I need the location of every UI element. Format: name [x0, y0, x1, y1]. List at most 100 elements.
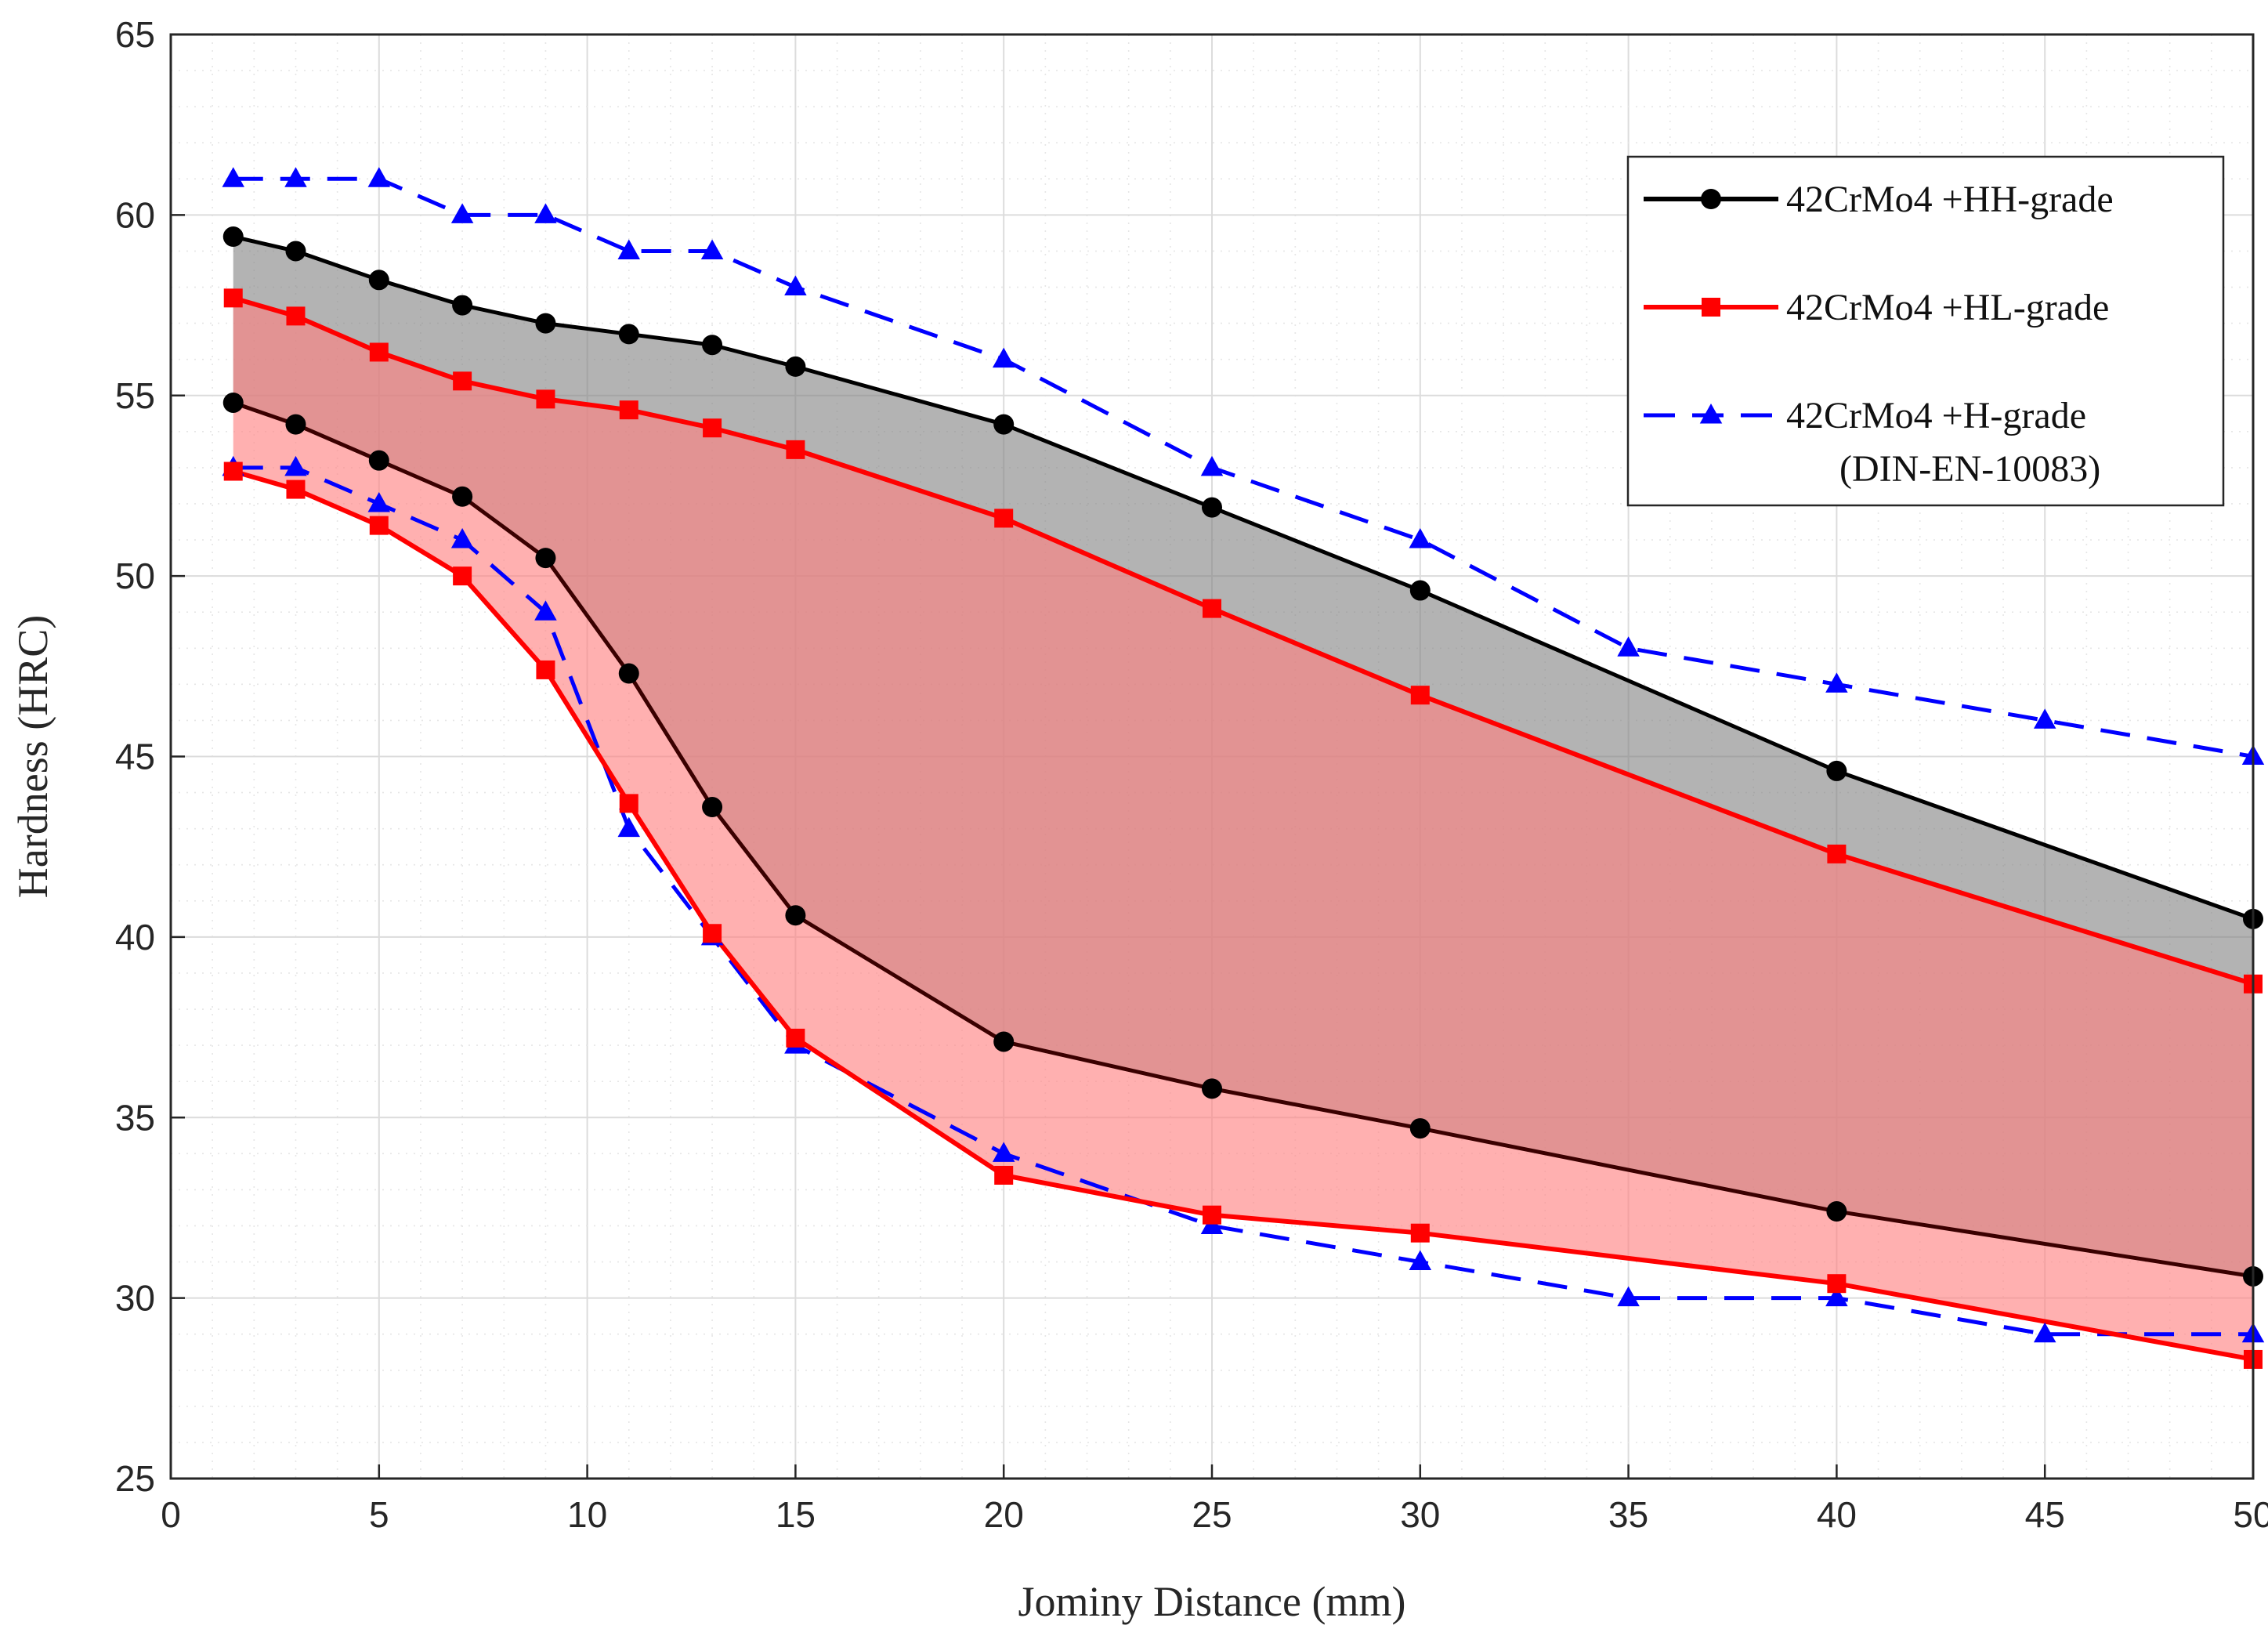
h-grade-lower-point [2033, 1322, 2056, 1343]
hh-grade-upper-point [1826, 760, 1847, 781]
hh-grade-upper-point [1409, 580, 1431, 601]
hh-grade-lower-point [993, 1031, 1015, 1052]
h-grade-upper-point [700, 239, 724, 259]
legend-hl-marker [1702, 298, 1720, 317]
y-tick-label: 50 [115, 556, 155, 596]
hl-grade-lower-point [1203, 1205, 1221, 1225]
hl-grade-lower-point [1827, 1274, 1847, 1294]
hh-grade-upper-point [285, 241, 306, 262]
legend-h-marker [1699, 404, 1723, 424]
hh-grade-upper-point [535, 313, 556, 334]
hh-grade-lower-point [452, 486, 473, 507]
hl-grade-upper-point [286, 306, 306, 326]
legend-hh-label: 42CrMo4 +HH-grade [1786, 179, 2114, 220]
x-tick-label: 40 [1817, 1494, 1857, 1535]
hl-grade-upper-point [223, 288, 243, 308]
hh-grade-lower-point [285, 414, 306, 435]
x-tick-label: 5 [369, 1494, 389, 1535]
h-grade-lower-point [450, 528, 474, 548]
hh-grade-upper-point [222, 226, 244, 248]
h-grade-upper-point [1617, 636, 1640, 657]
h-grade-upper-point [617, 239, 641, 259]
hh-grade-lower-point [785, 905, 806, 926]
x-tick-label: 50 [2233, 1494, 2268, 1535]
h-grade-upper-point [1409, 528, 1432, 548]
x-axis-label: Jominy Distance (mm) [1018, 1578, 1406, 1625]
h-grade-upper-point [450, 203, 474, 223]
y-tick-label: 65 [115, 14, 155, 55]
hl-grade-lower-point [286, 480, 306, 499]
h-grade-upper-point [2033, 708, 2056, 729]
hl-grade-upper-point [703, 418, 722, 438]
h-grade-lower-point [1825, 1286, 1848, 1307]
hh-grade-upper-point [993, 414, 1015, 435]
hl-grade-upper-point [536, 389, 555, 409]
hl-grade-upper-point [619, 400, 638, 420]
y-tick-label: 30 [115, 1278, 155, 1319]
y-tick-label: 35 [115, 1097, 155, 1138]
hl-grade-lower-point [703, 924, 722, 943]
legend: 42CrMo4 +HH-grade 42CrMo4 +HL-grade 42CrMo… [1626, 155, 2225, 507]
h-grade-upper-point [784, 275, 807, 296]
hh-grade-lower-point [618, 663, 639, 684]
hl-grade-upper-point [786, 440, 805, 459]
hh-grade-upper-point [785, 356, 806, 377]
hl-grade-lower-point [536, 660, 555, 679]
y-tick-label: 40 [115, 917, 155, 957]
hh-grade-lower-point [1409, 1118, 1431, 1139]
h-grade-upper-point [1200, 455, 1224, 476]
hl-grade-lower-point [786, 1028, 805, 1048]
y-tick-label: 45 [115, 737, 155, 777]
hh-grade-lower-point [1826, 1201, 1847, 1222]
x-tick-label: 25 [1192, 1494, 1232, 1535]
h-grade-upper-point [992, 347, 1015, 368]
hl-grade-lower-point [369, 516, 389, 535]
h-grade-lower-point [1409, 1250, 1432, 1271]
hh-grade-lower-point [368, 450, 389, 471]
axis-ticks: 0 5 10 15 20 25 30 35 40 45 50 25 30 35 40 45 50 55 60 65 [115, 14, 2268, 1535]
hh-grade-lower-point [702, 797, 723, 818]
legend-hh-marker [1701, 189, 1721, 209]
y-tick-label: 60 [115, 194, 155, 235]
x-tick-label: 30 [1400, 1494, 1440, 1535]
h-grade-upper-point [1825, 672, 1848, 693]
hh-grade-lower-point [1202, 1078, 1222, 1099]
h-grade-lower-point [992, 1142, 1015, 1162]
h-grade-upper-point [222, 167, 244, 187]
y-tick-label: 55 [115, 375, 155, 416]
x-tick-label: 0 [161, 1494, 181, 1535]
hl-band-fill [233, 298, 2253, 1359]
x-tick-label: 20 [984, 1494, 1024, 1535]
legend-box [1626, 155, 2225, 507]
hl-grade-upper-point [1203, 599, 1221, 618]
h-grade-upper-point [367, 167, 391, 187]
hl-grade-upper-point [369, 342, 389, 362]
h-grade-lower-point [367, 491, 391, 512]
hl-grade-upper-point [1410, 686, 1430, 705]
hl-grade-lower-point [994, 1165, 1014, 1185]
h-grade-lower-point [534, 600, 557, 621]
h-grade-upper-point [534, 203, 557, 223]
y-tick-label: 25 [115, 1458, 155, 1499]
legend-h-label: 42CrMo4 +H-grade [1786, 395, 2086, 436]
hl-grade-upper-point [1827, 844, 1847, 863]
hh-grade-lower-point [222, 392, 244, 413]
hl-grade-upper-point [994, 509, 1014, 528]
x-tick-label: 10 [567, 1494, 607, 1535]
x-tick-label: 15 [776, 1494, 816, 1535]
hh-grade-upper-point [702, 335, 723, 356]
x-tick-label: 35 [1608, 1494, 1648, 1535]
hh-grade-upper-point [452, 295, 473, 316]
hl-grade-lower-point [453, 566, 472, 586]
h-grade-upper-point [284, 167, 307, 187]
hh-grade-lower-point [535, 548, 556, 569]
hh-grade-upper-point [618, 324, 639, 345]
y-axis-label: Hardness (HRC) [9, 615, 56, 898]
hh-grade-upper-point [368, 270, 389, 291]
hh-grade-upper-point [1202, 497, 1222, 518]
hl-grade-lower-point [619, 794, 638, 813]
bands [233, 237, 2253, 1359]
h-grade-lower-point [284, 455, 307, 476]
legend-h-label-line2: (DIN-EN-10083) [1839, 448, 2100, 490]
